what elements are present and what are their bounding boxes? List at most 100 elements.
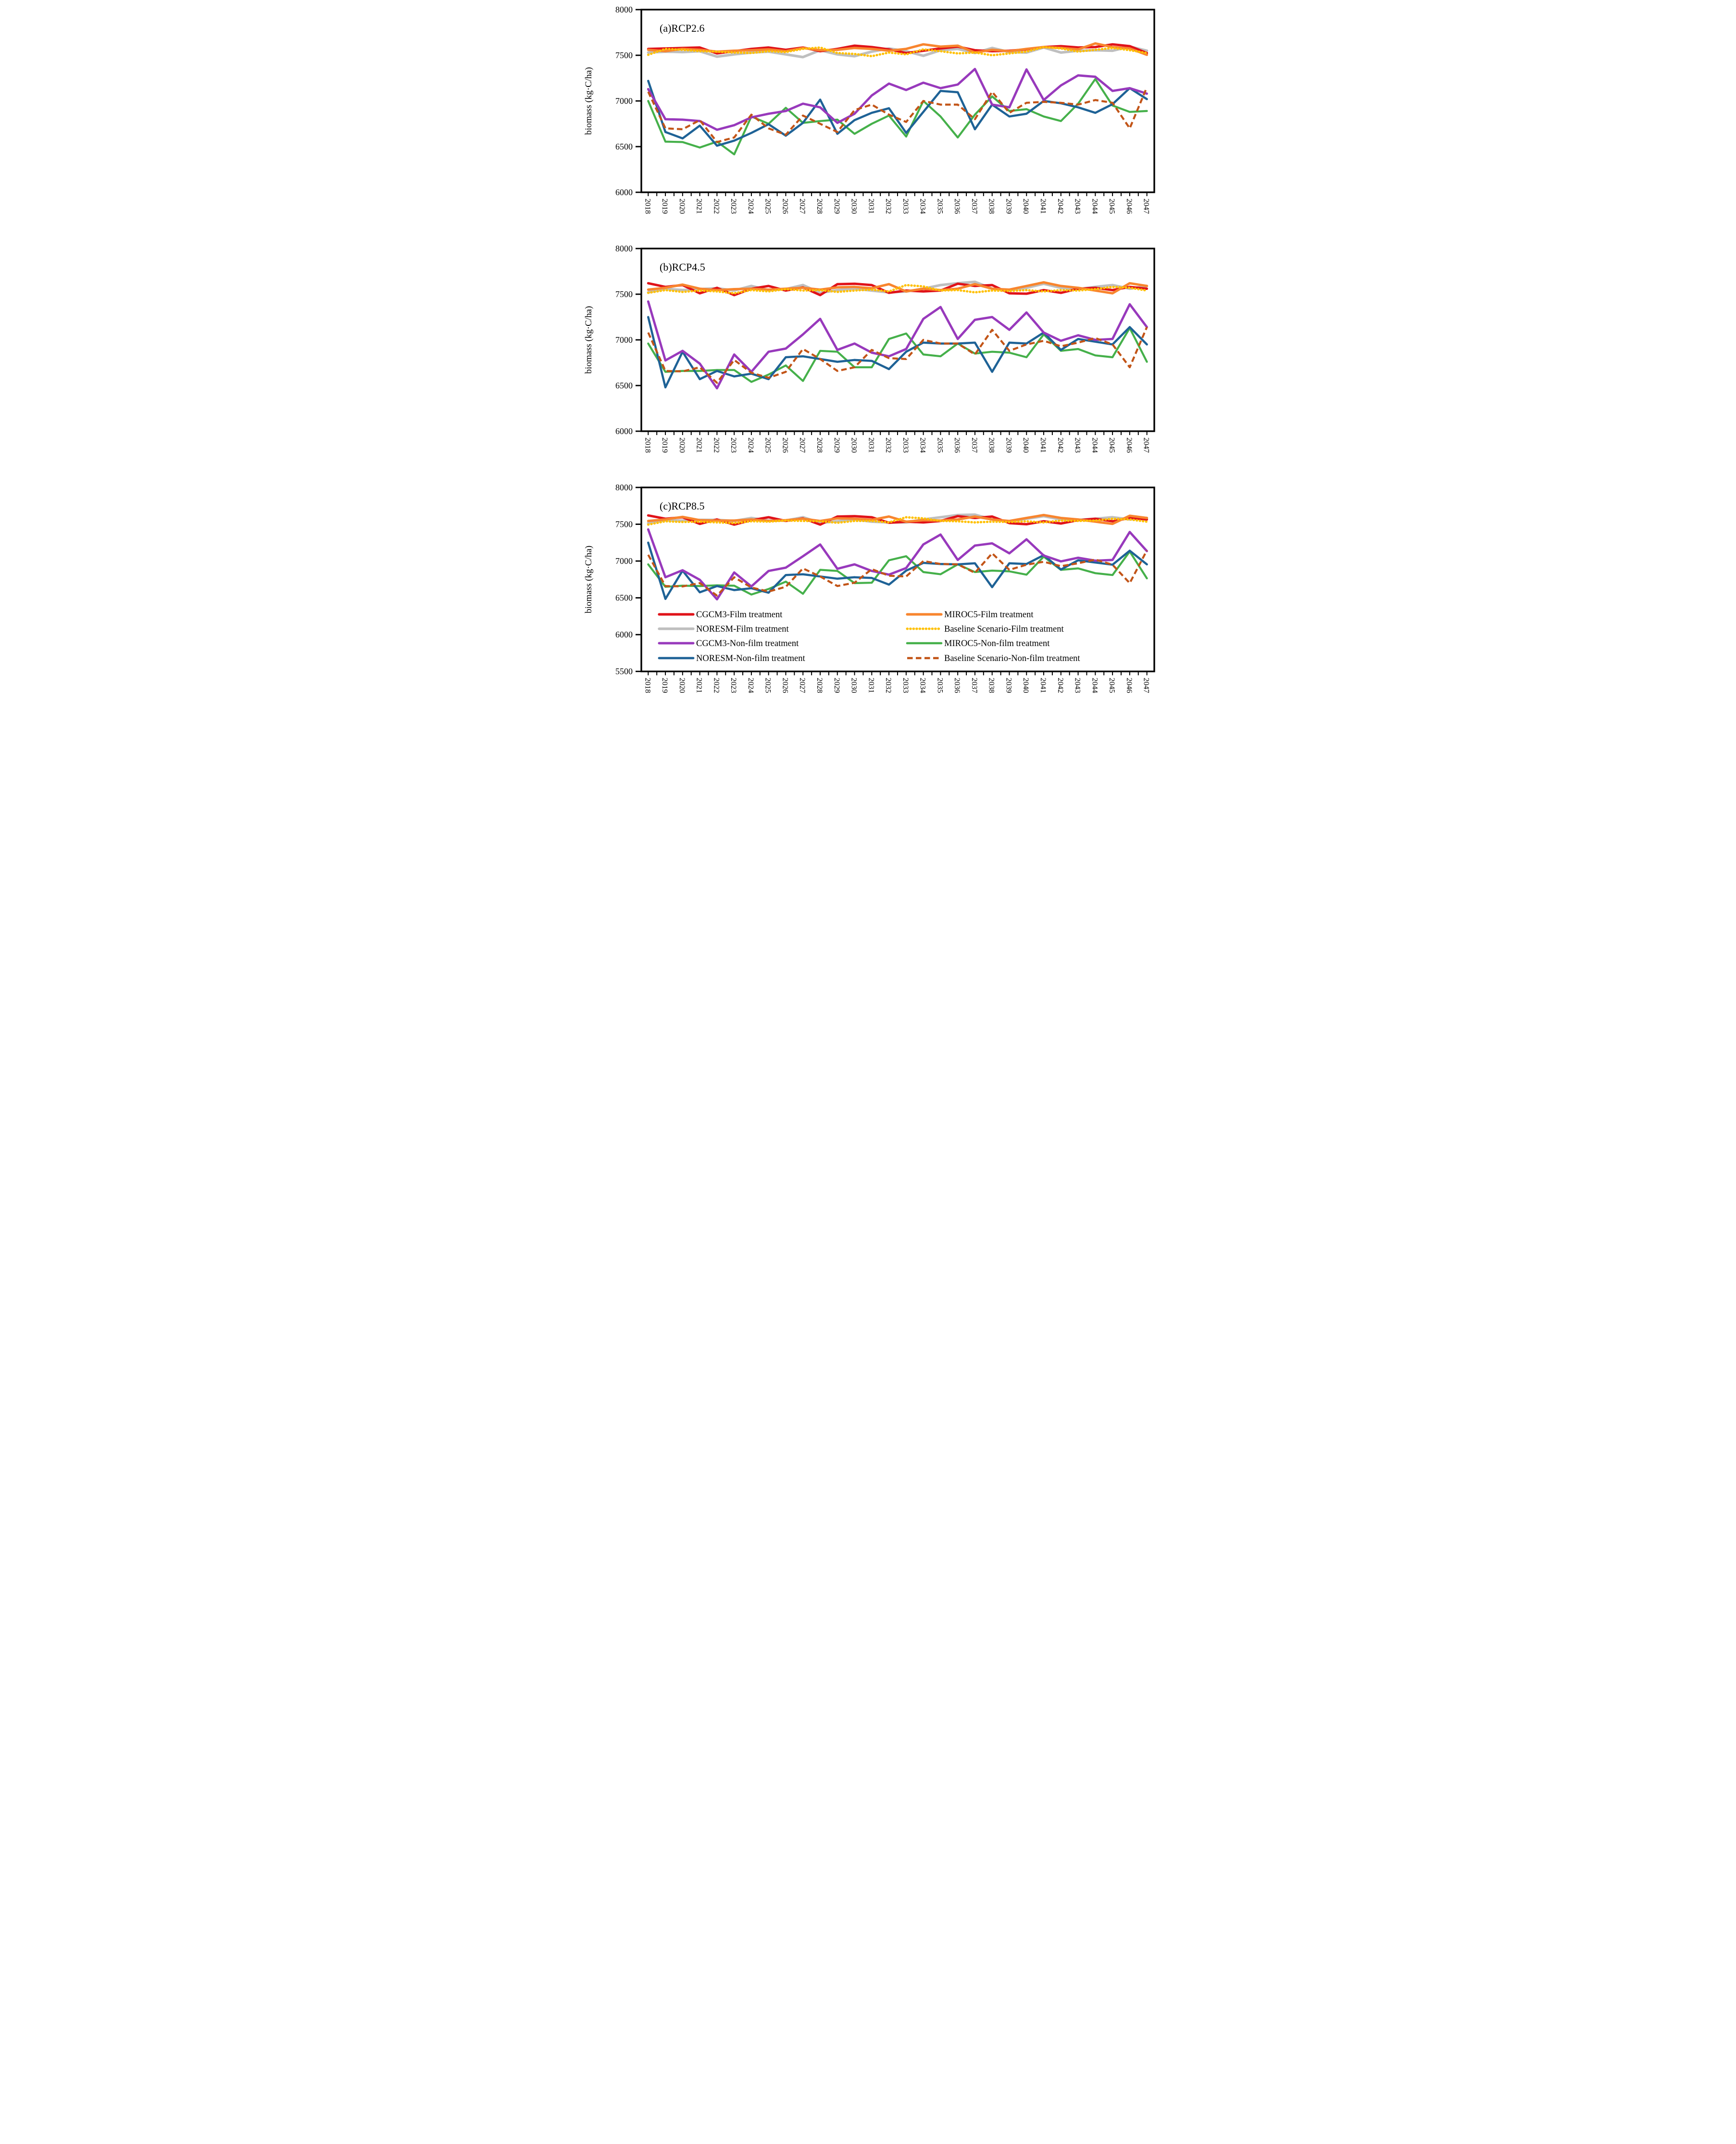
x-axis-year-label: 2031 bbox=[867, 199, 875, 214]
y-axis-tick-label: 8000 bbox=[615, 244, 633, 253]
x-axis-year-label: 2027 bbox=[798, 199, 806, 214]
x-axis-year-label: 2030 bbox=[849, 678, 858, 693]
x-axis-year-label: 2029 bbox=[832, 199, 840, 214]
series-line-blue bbox=[647, 316, 1148, 389]
series-line-yellow bbox=[647, 516, 1148, 526]
x-axis-year-label: 2044 bbox=[1090, 437, 1099, 453]
x-axis-year-label: 2037 bbox=[970, 678, 978, 693]
x-axis-year-label: 2040 bbox=[1022, 437, 1030, 453]
legend-item-label: CGCM3-Film treatment bbox=[696, 610, 783, 620]
x-axis-year-label: 2045 bbox=[1108, 437, 1116, 453]
x-axis-year-label: 2043 bbox=[1073, 199, 1081, 214]
x-axis-year-label: 2045 bbox=[1108, 199, 1116, 214]
panel-c-chart: 8000 7500 7000 6500 6000 5500 2018 2019 2020 2021… bbox=[584, 483, 1155, 693]
y-axis-title: biomass (kg·C/ha) bbox=[584, 546, 594, 613]
series-line-brown bbox=[647, 549, 1148, 597]
x-axis-year-label: 2024 bbox=[746, 199, 754, 214]
x-axis-year-label: 2044 bbox=[1090, 199, 1099, 214]
series-line-blue bbox=[647, 79, 1148, 147]
series-line-yellow bbox=[647, 46, 1148, 58]
x-axis-year-label: 2038 bbox=[987, 437, 995, 453]
x-axis-year-label: 2028 bbox=[815, 199, 824, 214]
series-line-purple bbox=[647, 528, 1148, 601]
panel-title: (a)RCP2.6 bbox=[660, 22, 705, 34]
x-axis-year-label: 2035 bbox=[936, 437, 944, 453]
x-axis-year-label: 2022 bbox=[712, 437, 720, 453]
y-axis-tick-label: 8000 bbox=[615, 483, 633, 492]
x-axis-year-label: 2018 bbox=[643, 437, 651, 453]
x-axis-year-label: 2041 bbox=[1039, 678, 1047, 693]
legend-item-label: Baseline Scenario-Film treatment bbox=[944, 624, 1064, 634]
x-axis-year-label: 2046 bbox=[1124, 199, 1133, 214]
x-axis-year-label: 2020 bbox=[677, 437, 686, 453]
series-line-brown bbox=[647, 326, 1148, 384]
legend-item-label: MIROC5-Non-film treatment bbox=[944, 639, 1050, 648]
x-axis-year-label: 2022 bbox=[712, 199, 720, 214]
x-axis-year-label: 2021 bbox=[695, 437, 703, 453]
x-axis-year-label: 2030 bbox=[849, 199, 858, 214]
x-axis-year-label: 2024 bbox=[746, 437, 754, 453]
series-line-purple bbox=[647, 300, 1148, 390]
x-axis-year-label: 2026 bbox=[781, 199, 789, 214]
x-axis-year-label: 2047 bbox=[1142, 199, 1150, 214]
y-axis-tick-label: 7000 bbox=[615, 96, 633, 106]
panel-a-chart: 8000 7500 7000 6500 6000 2018 2019 2020 2021 2022… bbox=[584, 5, 1155, 214]
x-axis-year-label: 2040 bbox=[1022, 678, 1030, 693]
x-axis-year-label: 2023 bbox=[729, 678, 737, 693]
x-axis-year-label: 2021 bbox=[695, 678, 703, 693]
x-axis-year-label: 2020 bbox=[677, 678, 686, 693]
x-axis-year-label: 2037 bbox=[970, 199, 978, 214]
y-axis-tick-label: 5500 bbox=[615, 667, 633, 676]
x-axis-year-label: 2046 bbox=[1124, 437, 1133, 453]
y-axis-tick-label: 6500 bbox=[615, 381, 633, 390]
x-axis-year-label: 2034 bbox=[918, 199, 926, 214]
x-axis-year-label: 2042 bbox=[1056, 437, 1064, 453]
series-line-purple bbox=[647, 68, 1148, 131]
plot-border bbox=[640, 486, 1155, 673]
x-axis-year-label: 2036 bbox=[953, 199, 961, 214]
x-axis-year-label: 2022 bbox=[712, 678, 720, 693]
figure: 8000 7500 7000 6500 6000 2018 2019 2020 2021 2022… bbox=[578, 0, 1158, 715]
legend-item-label: MIROC5-Film treatment bbox=[944, 610, 1034, 620]
x-axis-year-label: 2025 bbox=[763, 199, 772, 214]
x-axis-year-label: 2023 bbox=[729, 437, 737, 453]
y-axis-title: biomass (kg·C/ha) bbox=[584, 67, 594, 135]
plot-border bbox=[640, 9, 1155, 193]
x-axis-year-label: 2039 bbox=[1004, 678, 1012, 693]
panel-title: (c)RCP8.5 bbox=[660, 500, 705, 512]
x-axis-year-label: 2026 bbox=[781, 437, 789, 453]
x-axis-year-label: 2032 bbox=[884, 678, 892, 693]
x-axis-year-label: 2033 bbox=[901, 199, 909, 214]
x-axis-year-label: 2047 bbox=[1142, 437, 1150, 453]
panel-b-chart: 8000 7500 7000 6500 6000 2018 2019 2020 2021 2022… bbox=[584, 244, 1155, 453]
series-line-blue bbox=[647, 541, 1148, 600]
x-axis-year-label: 2027 bbox=[798, 437, 806, 453]
x-axis-year-label: 2041 bbox=[1039, 199, 1047, 214]
x-axis-year-label: 2034 bbox=[918, 678, 926, 693]
legend-item-label: NORESM-Non-film treatment bbox=[696, 654, 805, 663]
x-axis-year-label: 2043 bbox=[1073, 437, 1081, 453]
x-axis-year-label: 2032 bbox=[884, 437, 892, 453]
series-line-green bbox=[647, 78, 1148, 156]
x-axis-year-label: 2029 bbox=[832, 437, 840, 453]
x-axis-year-label: 2019 bbox=[661, 678, 669, 693]
x-axis-year-label: 2033 bbox=[901, 678, 909, 693]
y-axis-tick-label: 7500 bbox=[615, 289, 633, 299]
x-axis-year-label: 2037 bbox=[970, 437, 978, 453]
panel-title: (b)RCP4.5 bbox=[660, 261, 705, 273]
x-axis-year-label: 2044 bbox=[1090, 678, 1099, 693]
x-axis-year-label: 2040 bbox=[1022, 199, 1030, 214]
x-axis-year-label: 2029 bbox=[832, 678, 840, 693]
legend-item-label: CGCM3-Non-film treatment bbox=[696, 639, 799, 648]
series-line-green bbox=[647, 327, 1148, 383]
x-axis-year-label: 2039 bbox=[1004, 437, 1012, 453]
x-axis-year-label: 2018 bbox=[643, 199, 651, 214]
x-axis-year-label: 2023 bbox=[729, 199, 737, 214]
y-axis-tick-label: 6500 bbox=[615, 142, 633, 151]
x-axis-year-label: 2026 bbox=[781, 678, 789, 693]
x-axis-year-label: 2036 bbox=[953, 437, 961, 453]
x-axis-year-label: 2035 bbox=[936, 678, 944, 693]
x-axis-year-label: 2039 bbox=[1004, 199, 1012, 214]
x-axis-year-label: 2028 bbox=[815, 437, 824, 453]
y-axis-tick-label: 6500 bbox=[615, 593, 633, 603]
